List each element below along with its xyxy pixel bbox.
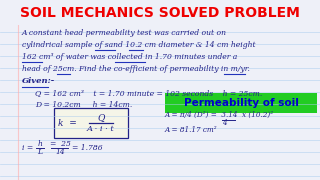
Text: A = π/4 (D²) =  3.14  x (10.2)²: A = π/4 (D²) = 3.14 x (10.2)²: [165, 111, 274, 119]
Text: head of 25cm. Find the co-efficient of permeability in m/yr.: head of 25cm. Find the co-efficient of p…: [22, 65, 250, 73]
Text: k  =: k =: [58, 119, 76, 128]
FancyBboxPatch shape: [165, 93, 317, 113]
Text: = 1.786: = 1.786: [72, 144, 103, 152]
Text: 162 cm³ of water was collected in 1.70 minutes under a: 162 cm³ of water was collected in 1.70 m…: [22, 53, 237, 61]
Text: A = 81.17 cm²: A = 81.17 cm²: [165, 126, 218, 134]
Text: 4: 4: [222, 119, 227, 127]
FancyBboxPatch shape: [54, 108, 128, 138]
Text: =  25: = 25: [50, 140, 71, 148]
Text: Q: Q: [97, 112, 105, 122]
Text: i =: i =: [22, 144, 33, 152]
Text: cylindrical sample of sand 10.2 cm diameter & 14 cm height: cylindrical sample of sand 10.2 cm diame…: [22, 41, 256, 49]
Text: Q = 162 cm³    t = 1.70 minute = 102 seconds    h = 25cm.: Q = 162 cm³ t = 1.70 minute = 102 second…: [35, 89, 262, 97]
Text: L: L: [37, 148, 43, 156]
Text: h: h: [37, 140, 43, 148]
Text: Given:-: Given:-: [22, 77, 55, 85]
Text: D = 10.2cm     h = 14cm.: D = 10.2cm h = 14cm.: [35, 101, 132, 109]
Text: A · i · t: A · i · t: [87, 125, 115, 133]
Text: Permeability of soil: Permeability of soil: [184, 98, 299, 108]
Text: A constant head permeability test was carried out on: A constant head permeability test was ca…: [22, 29, 227, 37]
Text: 14: 14: [55, 148, 65, 156]
Text: SOIL MECHANICS SOLVED PROBLEM: SOIL MECHANICS SOLVED PROBLEM: [20, 6, 300, 20]
